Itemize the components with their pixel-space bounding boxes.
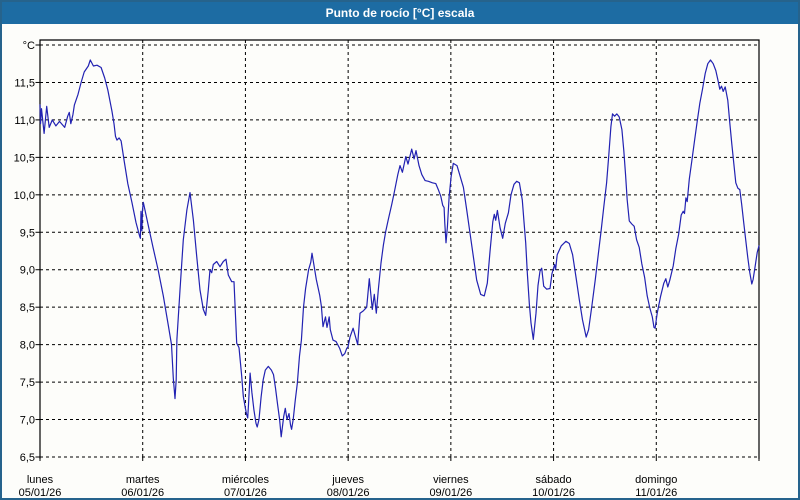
y-axis-tick-label: 8,5 [20,302,35,314]
y-axis-tick-label: 9,0 [20,265,35,277]
dew-point-chart: °C 11,5 11,0 10,5 10,0 9,5 9,0 8,5 8,0 7,5 7,0 6,5 l… [14,39,760,498]
y-axis-tick-label: 11,5 [14,77,35,89]
x-axis-day-label: lunes [27,474,54,486]
x-axis-day-label: miércoles [222,474,270,486]
x-axis-day-label: viernes [433,474,469,486]
x-axis-date-label: 06/01/26 [121,487,164,498]
dew-point-series-line [39,59,760,438]
x-axis-day-label: domingo [635,474,677,486]
y-axis-tick-label: 11,0 [14,115,35,127]
y-axis-tick-label: 7,0 [20,415,35,427]
y-axis-tick-label: 6,5 [20,452,35,464]
y-axis-tick-label: 9,5 [20,227,35,239]
x-axis-date-label: 09/01/26 [429,487,472,498]
titlebar[interactable]: Punto de rocío [°C] escala [2,2,798,24]
y-axis-tick-label: 7,5 [20,377,35,389]
plot-border [39,39,760,459]
y-axis-tick-label: 10,5 [14,152,35,164]
y-axis-tick-label: 8,0 [20,340,35,352]
chart-area: °C 11,5 11,0 10,5 10,0 9,5 9,0 8,5 8,0 7,5 7,0 6,5 l… [2,24,798,498]
x-axis-day-label: martes [126,474,160,486]
y-axis-unit-label: °C [23,40,35,52]
x-axis-day-label: jueves [331,474,364,486]
x-axis-date-label: 11/01/26 [635,487,677,498]
x-axis-date-label: 10/01/26 [532,487,575,498]
x-axis-day-label: sábado [536,474,572,486]
y-axis-tick-label: 10,0 [14,190,35,202]
x-axis-date-label: 05/01/26 [19,487,62,498]
x-axis-date-label: 07/01/26 [224,487,267,498]
window-title: Punto de rocío [°C] escala [325,6,475,20]
x-axis-date-label: 08/01/26 [327,487,370,498]
